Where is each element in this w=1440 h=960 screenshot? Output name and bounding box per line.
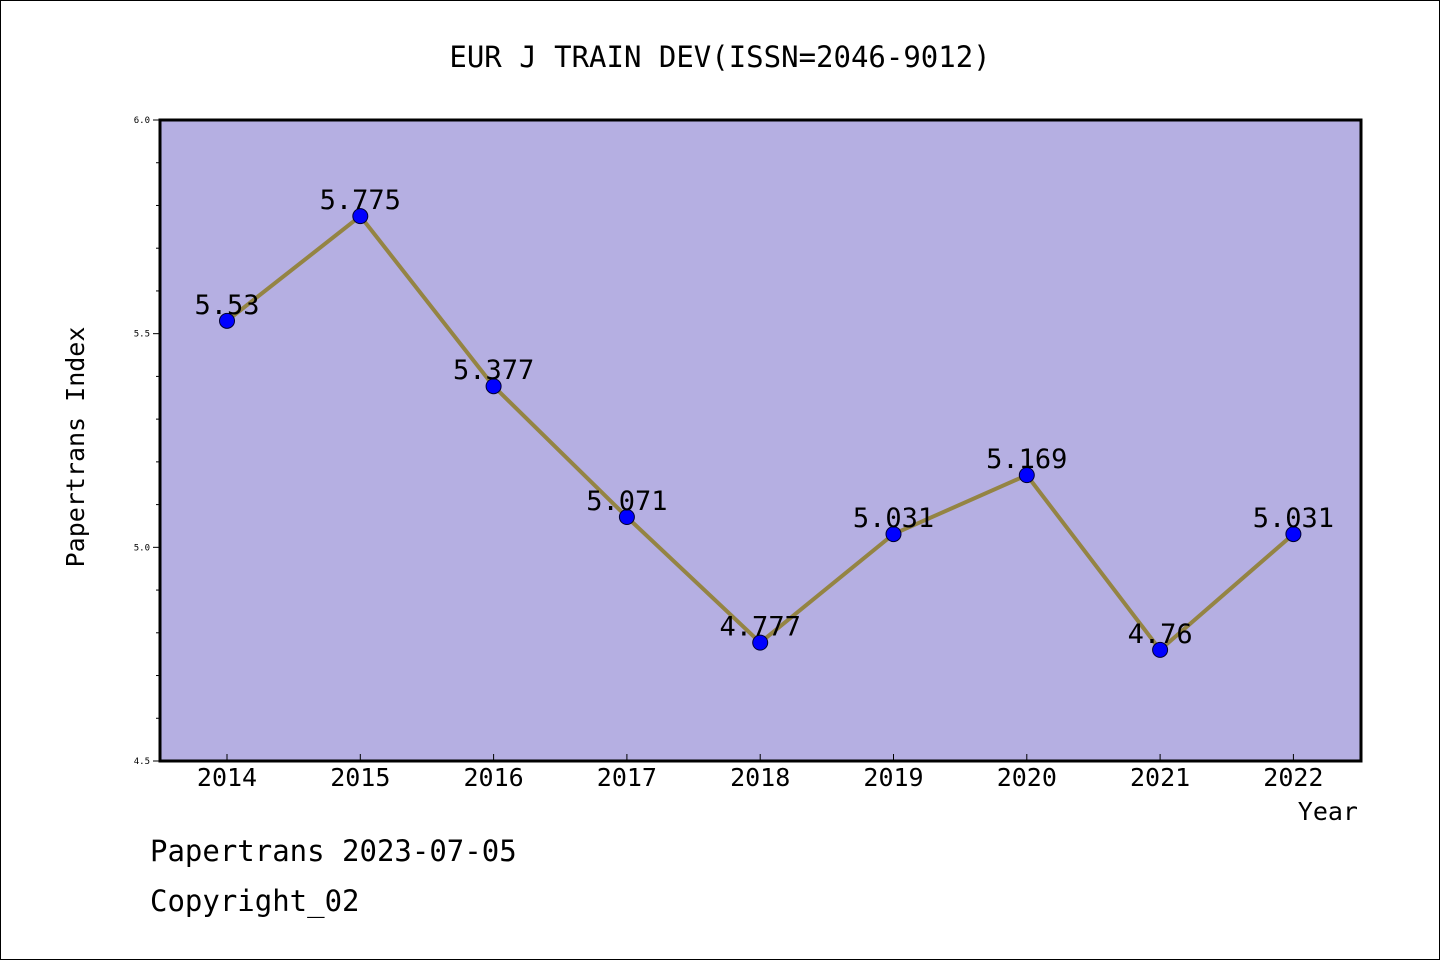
data-label: 5.071 bbox=[586, 486, 667, 517]
data-point bbox=[352, 208, 369, 225]
x-tick-label: 2016 bbox=[463, 763, 523, 792]
data-label: 4.777 bbox=[720, 612, 801, 643]
data-point bbox=[885, 526, 902, 543]
data-label: 5.031 bbox=[1253, 503, 1334, 534]
x-tick-label: 2014 bbox=[197, 763, 257, 792]
data-point bbox=[618, 508, 635, 525]
data-label: 5.031 bbox=[853, 503, 934, 534]
data-label: 5.775 bbox=[320, 185, 401, 216]
data-point bbox=[219, 312, 235, 329]
y-tick-label: 5.5 bbox=[134, 330, 150, 340]
chart-title: EUR J TRAIN DEV(ISSN=2046-9012) bbox=[449, 40, 990, 74]
footer-date-text: Papertrans 2023-07-05 bbox=[150, 834, 517, 868]
data-point bbox=[1285, 526, 1302, 543]
data-point bbox=[485, 378, 502, 395]
x-tick-label: 2021 bbox=[1130, 763, 1190, 792]
x-tick-label: 2020 bbox=[997, 763, 1057, 792]
x-tick-label: 2017 bbox=[597, 763, 657, 792]
y-tick-label: 6.0 bbox=[134, 116, 150, 126]
data-label: 5.53 bbox=[194, 290, 259, 321]
y-axis-label: Papertrans Index bbox=[61, 327, 90, 568]
y-tick-label: 5.0 bbox=[134, 543, 150, 553]
x-tick-label: 2022 bbox=[1263, 763, 1323, 792]
x-axis-label: Year bbox=[1298, 797, 1358, 826]
footer-copyright-text: Copyright_02 bbox=[150, 884, 360, 918]
data-point bbox=[1018, 467, 1035, 484]
data-label: 5.377 bbox=[453, 355, 534, 386]
x-tick-label: 2015 bbox=[330, 763, 390, 792]
x-axis: 2014 2015 2016 2017 2018 2019 2020 2021 2022 bbox=[197, 754, 1324, 792]
x-tick-label: 2019 bbox=[863, 763, 923, 792]
data-point bbox=[752, 634, 769, 651]
data-label: 4.76 bbox=[1128, 619, 1193, 650]
x-tick-label: 2018 bbox=[730, 763, 790, 792]
y-tick-label: 4.5 bbox=[134, 757, 150, 767]
y-axis: 4.5 5.0 5.5 6.0 bbox=[134, 116, 160, 767]
series-group: 5.53 5.775 5.377 5.071 4.777 5.031 5.169 4.76 5.… bbox=[194, 185, 1334, 658]
data-label: 5.169 bbox=[986, 444, 1067, 475]
data-point bbox=[1152, 641, 1169, 658]
